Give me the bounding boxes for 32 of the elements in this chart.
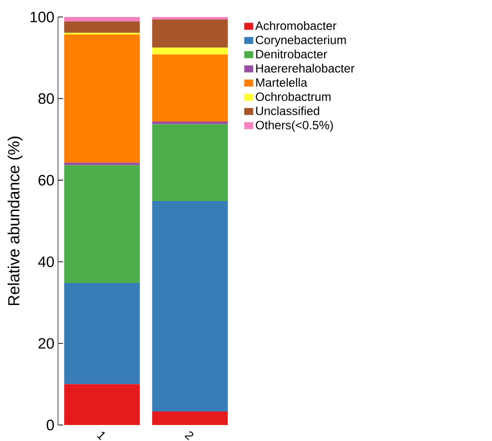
bar [64,384,140,425]
bar [152,124,228,201]
y-tick-label: 100 [30,12,54,22]
legend-label: Martelella [256,78,308,87]
y-tick-label: 40 [38,256,54,268]
bar [64,21,140,33]
legend-label: Corynebacterium [256,35,346,47]
legend-label: Achromobacter [255,21,336,30]
bar [64,162,140,166]
bar [152,121,228,124]
bar [152,16,228,20]
bar [152,54,228,122]
bar [152,201,228,412]
bar [152,48,228,55]
bar [64,16,140,22]
legend-label: Others(<0.5%) [256,120,333,132]
bar [152,412,228,425]
y-tick-label: 0 [46,420,54,430]
bar [64,34,140,163]
bar [64,165,140,284]
x-tick-label: 2 [184,431,194,440]
x-tick-label: 1 [96,432,105,440]
legend-label: Ochrobactrum [256,92,330,101]
y-axis-title: Relative abundance (%) [8,136,23,306]
bar [64,283,140,384]
legend-label: Haererehalobacter [256,64,354,73]
y-tick-label: 60 [38,174,54,186]
legend-label: Denitrobacter [256,50,328,58]
legend-label: Unclassified [256,106,320,116]
bar [152,19,228,48]
y-tick-label: 80 [38,93,54,104]
y-tick-label: 20 [38,338,54,349]
